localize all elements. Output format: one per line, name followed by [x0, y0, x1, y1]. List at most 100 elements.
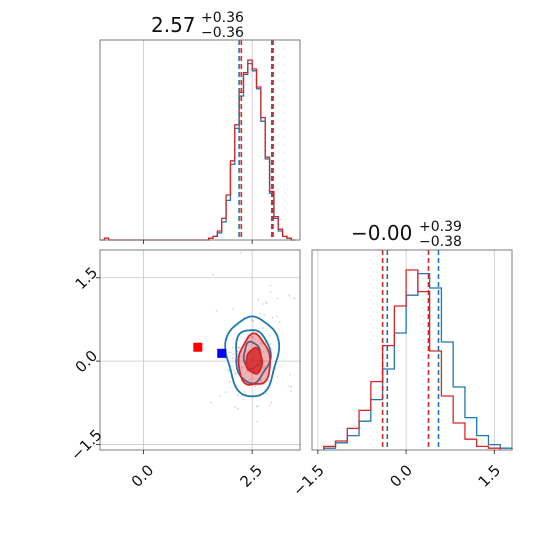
scatter-point [251, 335, 254, 338]
joint-grid [100, 250, 300, 450]
scatter-point [236, 384, 239, 387]
joint-contours [224, 315, 281, 398]
scatter-point [259, 312, 262, 315]
scatter-point [215, 309, 218, 312]
scatter-point [229, 351, 232, 354]
histogram-red [100, 59, 296, 241]
title-param1-value: 2.57 [151, 13, 196, 37]
truth-marker [193, 342, 203, 352]
scatter-point [237, 408, 239, 410]
scatter-point [251, 319, 254, 322]
scatter-point [224, 391, 227, 394]
marginal-param2-frame [311, 249, 513, 451]
scatter-point [278, 320, 281, 323]
scatter-point [234, 406, 237, 408]
joint-ticks: 0.0 2.5−1.50.01.5 [67, 263, 266, 490]
scatter-point [262, 303, 265, 305]
scatter-point [227, 351, 230, 354]
scatter-point [267, 379, 270, 382]
contour-blue [224, 315, 281, 398]
scatter-point [235, 372, 238, 375]
joint-frame [99, 249, 301, 451]
title-param2-plus: +0.39 [419, 219, 462, 235]
scatter-point [241, 365, 244, 368]
scatter-point [270, 401, 273, 404]
scatter-point [259, 380, 261, 382]
scatter-point [244, 372, 247, 375]
scatter-point [254, 385, 256, 387]
scatter-point [268, 404, 271, 407]
scatter-point [265, 350, 268, 353]
scatter-point [302, 401, 304, 403]
contour-red [245, 346, 264, 375]
truth-marker [82, 311, 91, 320]
scatter-point [293, 297, 296, 300]
title-param2-minus: −0.38 [419, 234, 462, 250]
scatter-point [248, 336, 251, 339]
scatter-point [210, 401, 212, 404]
scatter-point [246, 370, 248, 372]
marginal-param2-histograms [323, 269, 513, 450]
marginal-param2-quantiles [381, 250, 440, 450]
scatter-point [251, 336, 254, 339]
scatter-point [255, 405, 258, 408]
title-param1-minus: −0.36 [201, 25, 244, 41]
title-param2-value: −0.00 [351, 221, 412, 245]
marginal-param1-grid [143, 40, 253, 240]
scatter-point [236, 350, 239, 353]
scatter-point [288, 294, 291, 297]
marginal-param1-ticks [143, 240, 253, 244]
scatter-point [276, 297, 279, 300]
scatter-point [237, 394, 240, 396]
scatter-point [244, 391, 247, 393]
scatter-point [256, 420, 259, 423]
scatter-point [249, 378, 252, 380]
histogram-blue [323, 272, 513, 450]
scatter-point [260, 379, 263, 382]
title-param1-plus: +0.36 [201, 10, 244, 26]
scatter-point [227, 369, 230, 372]
scatter-point [270, 290, 272, 293]
scatter-point [269, 284, 272, 287]
histogram-red [323, 269, 501, 450]
x-tick-label: 0.0 [386, 461, 416, 491]
scatter-point [239, 251, 242, 254]
joint-markers [82, 311, 227, 358]
scatter-point [252, 320, 255, 323]
scatter-point [290, 385, 292, 388]
scatter-point [231, 346, 234, 349]
x-tick-label: 0.0 [128, 461, 158, 491]
scatter-point [238, 346, 241, 349]
scatter-point [275, 315, 278, 318]
scatter-point [239, 355, 242, 357]
scatter-point [261, 327, 264, 329]
scatter-point [231, 357, 234, 360]
scatter-point [240, 367, 243, 369]
scatter-point [337, 343, 339, 345]
scatter-point [232, 308, 235, 311]
scatter-point [271, 316, 274, 319]
scatter-point [212, 274, 214, 276]
title-param1: 2.57 +0.36 −0.36 [151, 10, 244, 41]
scatter-point [254, 338, 256, 340]
scatter-point [228, 380, 231, 383]
scatter-point [303, 320, 305, 322]
scatter-point [265, 302, 268, 304]
scatter-point [301, 351, 303, 353]
marginal-param1-frame [99, 39, 301, 241]
scatter-point [261, 342, 264, 345]
x-tick-label: 1.5 [475, 461, 505, 491]
scatter-point [234, 373, 237, 375]
y-tick-label: 0.0 [72, 347, 102, 377]
scatter-point [259, 341, 262, 344]
y-tick-label: 1.5 [72, 263, 102, 293]
marginal-param1-histograms [100, 59, 296, 241]
scatter-point [263, 365, 266, 368]
scatter-point [262, 367, 265, 370]
scatter-point [276, 375, 279, 378]
scatter-point [265, 392, 268, 395]
marginal-param2-ticks: −1.5 0.0 1.5 [289, 450, 504, 500]
scatter-point [287, 385, 290, 387]
histogram-blue [208, 62, 292, 240]
marginal-param2-panel: −1.5 0.0 1.5 [289, 249, 513, 500]
